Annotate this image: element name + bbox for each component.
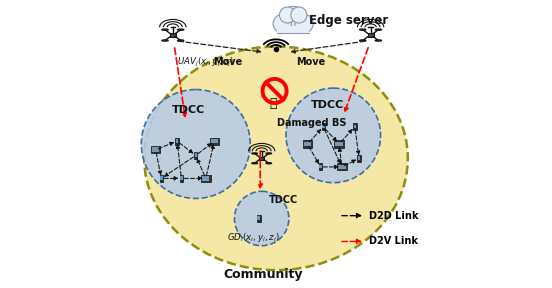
Bar [201,175,211,182]
Text: TDCC: TDCC [172,105,205,115]
Bar [176,139,178,143]
Bar [180,175,183,182]
Bar [210,138,219,145]
Bar [152,147,160,152]
Text: Edge server: Edge server [309,14,388,27]
Circle shape [141,90,250,198]
Bar [336,142,343,146]
Circle shape [280,6,306,32]
Circle shape [273,14,291,33]
Text: D2D Link: D2D Link [369,211,418,221]
Circle shape [235,191,289,246]
Bar [160,175,163,182]
Bar [180,176,183,180]
Bar [151,146,161,153]
Bar [160,176,163,180]
Circle shape [295,14,313,33]
Text: Community: Community [224,268,303,281]
Circle shape [279,7,295,23]
Bar [338,165,346,169]
Bar [322,124,325,128]
Bar [302,141,312,147]
Circle shape [286,88,381,183]
Bar [304,142,311,146]
Bar [334,141,344,147]
Bar [353,123,357,130]
Bar [319,165,322,168]
Bar [257,216,260,220]
Bar [259,157,264,160]
Text: Move: Move [213,57,242,67]
Text: GD$_i(x_i,y_i,z_i)$: GD$_i(x_i,y_i,z_i)$ [227,231,279,244]
Text: D2V Link: D2V Link [369,236,418,247]
Bar [368,33,374,37]
Text: TDCC: TDCC [311,100,344,110]
Bar [194,152,198,159]
Text: UAV$_j(x_j,y_j,z_j)$: UAV$_j(x_j,y_j,z_j)$ [177,56,235,69]
Bar [176,138,179,145]
Bar [358,156,360,160]
Circle shape [291,7,307,23]
Text: Damaged BS: Damaged BS [278,118,347,128]
Bar [170,33,176,37]
Bar [202,176,209,181]
Bar [319,164,322,170]
Bar [211,139,218,143]
Bar [278,26,309,33]
Ellipse shape [144,47,408,270]
Bar [194,153,197,157]
Bar [337,163,347,170]
Bar [257,215,261,222]
Bar [322,123,325,130]
Text: Move: Move [296,57,325,67]
Text: 🔥: 🔥 [269,97,277,110]
Bar [354,124,356,128]
Text: TDCC: TDCC [269,195,298,205]
Bar [357,155,361,162]
